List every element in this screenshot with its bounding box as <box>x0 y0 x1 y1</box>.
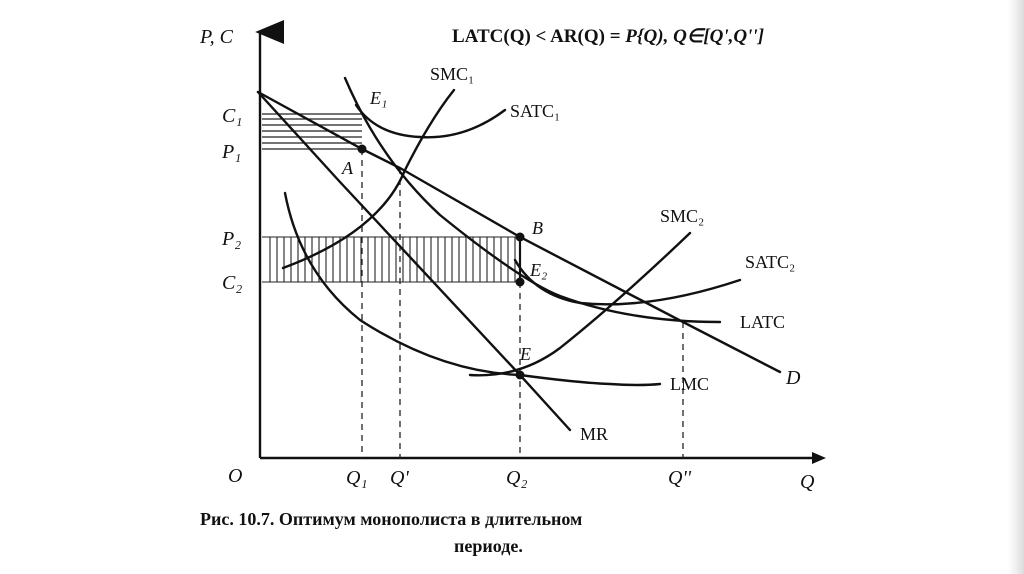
smc1-curve <box>281 88 456 270</box>
slide-edge-shadow <box>1008 0 1024 574</box>
x-tick-q1: Q₁ <box>346 467 367 489</box>
satc1-curve <box>354 103 507 139</box>
smc2-curve <box>468 231 692 377</box>
label-lmc: LMC <box>670 374 709 394</box>
mr-curve <box>256 90 572 432</box>
lmc-curve <box>283 191 662 387</box>
x-axis-label: Q <box>800 471 815 493</box>
profit-area-short-run <box>262 113 362 150</box>
label-latc: LATC <box>740 312 785 332</box>
x-axis-arrow <box>812 452 826 464</box>
label-smc1: SMC₁ <box>430 64 474 84</box>
x-tick-q-double-prime: Q'' <box>668 467 692 489</box>
point-e <box>515 370 525 380</box>
point-e2 <box>515 277 525 287</box>
latc-curve <box>343 76 722 324</box>
label-a: A <box>341 158 354 178</box>
demand-curve <box>256 90 782 374</box>
label-smc2: SMC₂ <box>660 206 704 226</box>
x-tick-q-prime: Q' <box>390 467 409 489</box>
label-satc1: SATC₁ <box>510 101 560 121</box>
label-e: E <box>519 344 531 364</box>
svg-text:LATC(Q) < AR(Q) = P{Q), Q∈[Q',: LATC(Q) < AR(Q) = P{Q), Q∈[Q',Q''] <box>452 26 764 47</box>
label-e1: E₁ <box>369 88 387 108</box>
satc2-curve <box>513 258 742 306</box>
formula-lhs: LATC(Q) < AR(Q) = <box>452 26 625 47</box>
label-d: D <box>785 367 801 389</box>
formula-rhs: P{Q), Q∈[Q',Q''] <box>624 26 764 47</box>
caption-line-1: Рис. 10.7. Оптимум монополиста в длитель… <box>200 509 582 529</box>
x-tick-q2: Q₂ <box>506 467 527 489</box>
y-tick-c2: C₂ <box>222 272 242 294</box>
label-satc2: SATC₂ <box>745 252 795 272</box>
y-tick-p1: P₁ <box>221 141 241 163</box>
label-mr: MR <box>580 424 608 444</box>
y-tick-p2: P₂ <box>221 228 241 250</box>
point-b <box>515 232 525 242</box>
label-e2: E₂ <box>529 260 547 280</box>
caption-line-2: периоде. <box>454 536 523 556</box>
origin-label: O <box>228 465 242 487</box>
y-axis-label: P, C <box>199 26 234 48</box>
profit-area-long-run <box>262 236 520 283</box>
y-tick-c1: C₁ <box>222 105 242 127</box>
point-a <box>357 144 367 154</box>
label-b: B <box>532 218 543 238</box>
